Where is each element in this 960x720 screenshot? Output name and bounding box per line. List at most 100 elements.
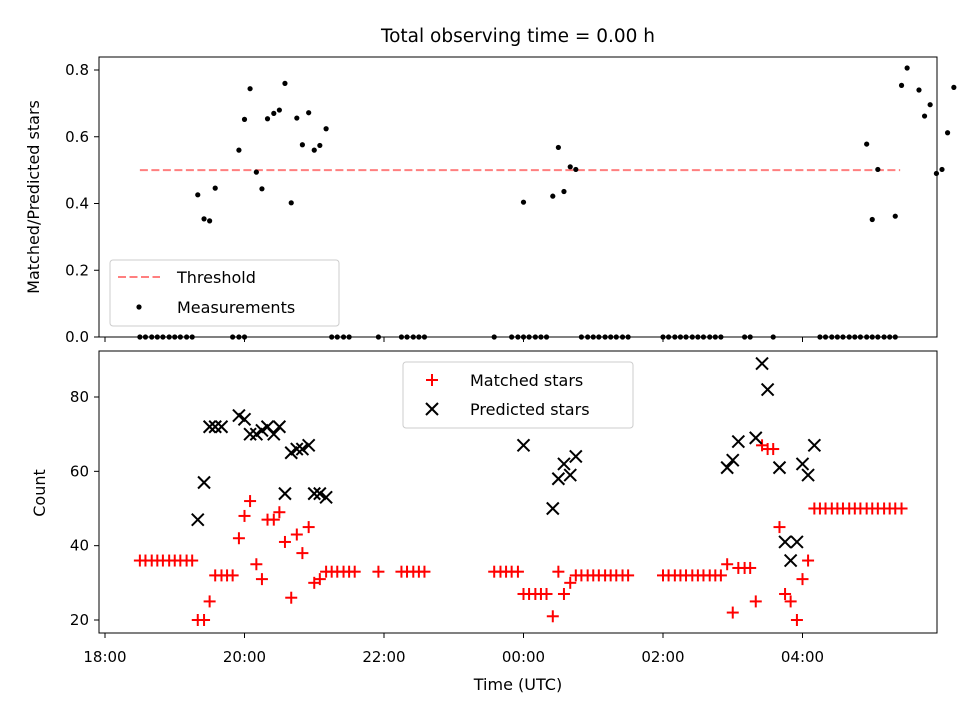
measurement-point <box>247 86 253 92</box>
top-y-axis-label: Matched/Predicted stars <box>24 100 43 294</box>
matched-star-point <box>296 547 309 560</box>
matched-star-point <box>749 595 762 608</box>
predicted-star-point <box>301 438 316 453</box>
x-axis-label: Time (UTC) <box>473 675 562 694</box>
measurement-point <box>869 216 875 223</box>
measurement-point <box>259 186 265 192</box>
predicted-star-point <box>214 420 229 434</box>
measurement-point <box>317 142 323 149</box>
matched-star-point <box>250 558 263 571</box>
predicted-star-point <box>557 457 571 471</box>
measurement-point <box>573 166 579 173</box>
measurement-point <box>916 87 922 93</box>
matched-star-point <box>348 565 361 578</box>
matched-star-point <box>790 614 803 626</box>
bottom-x-tick-label: 00:00 <box>502 648 545 666</box>
predicted-star-point <box>208 420 222 434</box>
matched-legend-swatch <box>426 374 438 386</box>
predicted-star-point <box>772 460 787 475</box>
matched-star-point <box>779 587 792 600</box>
bottom-legend: Matched stars Predicted stars <box>402 361 634 429</box>
measurement-point <box>195 192 201 198</box>
predicted-star-point <box>295 442 310 456</box>
measurements-legend-swatch <box>136 304 142 310</box>
matched-star-point <box>232 532 245 545</box>
measurement-point <box>282 80 288 86</box>
bottom-plot-area <box>133 356 908 626</box>
matched-star-point <box>255 573 268 586</box>
threshold-legend-label: Threshold <box>176 268 256 287</box>
predicted-star-point <box>563 468 577 482</box>
predicted-star-point <box>191 512 205 527</box>
top-y-tick-label: 0.0 <box>65 328 89 346</box>
matched-star-point <box>773 521 786 534</box>
top-y-ticks: 0.0 0.2 0.4 0.6 0.8 <box>65 61 99 346</box>
matched-star-point <box>267 513 280 526</box>
measurement-point <box>939 166 945 173</box>
matched-star-point <box>372 565 385 578</box>
measurement-point <box>927 102 933 108</box>
top-y-tick-label: 0.2 <box>65 261 89 279</box>
predicted-star-point <box>807 438 822 453</box>
predicted-star-point <box>313 486 327 501</box>
measurement-point <box>892 213 898 219</box>
bottom-x-tick-label: 20:00 <box>223 648 266 666</box>
measurement-point <box>288 200 294 206</box>
matched-star-point <box>784 595 797 608</box>
bottom-y-tick-label: 40 <box>70 537 89 555</box>
matched-star-point <box>198 614 211 626</box>
predicted-star-point <box>790 535 804 549</box>
predicted-star-point <box>237 412 252 427</box>
predicted-legend-swatch <box>425 402 439 416</box>
bottom-x-tick-label: 02:00 <box>641 648 684 666</box>
measurement-point <box>253 169 259 175</box>
predicted-star-point <box>749 431 763 445</box>
predicted-star-point <box>801 468 815 482</box>
predicted-star-point <box>272 420 287 434</box>
bottom-x-tick-label: 04:00 <box>781 648 824 666</box>
measurement-point <box>567 164 573 170</box>
predicted-star-point <box>569 449 583 464</box>
matched-star-point <box>714 569 727 582</box>
top-y-tick-label: 0.8 <box>65 61 89 79</box>
measurement-point <box>933 170 940 177</box>
measurement-point <box>864 141 870 147</box>
bottom-y-tick-label: 60 <box>70 462 89 480</box>
measurement-point <box>520 199 527 205</box>
top-plot-area <box>137 65 957 340</box>
measurement-point <box>299 142 305 148</box>
bottom-y-tick-label: 80 <box>70 388 89 406</box>
predicted-legend-label: Predicted stars <box>470 400 590 419</box>
matched-star-point <box>290 528 303 541</box>
predicted-star-point <box>795 457 810 471</box>
matched-star-point <box>802 554 815 567</box>
matched-star-point <box>278 535 291 548</box>
predicted-star-point <box>720 460 734 475</box>
matched-star-point <box>546 610 559 623</box>
predicted-star-point <box>319 490 333 505</box>
predicted-star-point <box>760 382 775 397</box>
measurement-point <box>951 84 957 90</box>
measurement-point <box>201 216 207 222</box>
top-legend: Threshold Measurements <box>109 259 340 327</box>
predicted-star-point <box>546 501 560 516</box>
measurement-point <box>550 193 556 199</box>
predicted-star-point <box>243 427 257 441</box>
measurement-point <box>904 65 910 71</box>
measurement-point <box>306 110 312 116</box>
predicted-star-point <box>202 420 217 434</box>
measurement-point <box>921 113 928 119</box>
predicted-star-point <box>307 486 321 501</box>
predicted-star-point <box>755 356 769 371</box>
matched-star-point <box>796 573 809 586</box>
measurement-point <box>898 82 905 88</box>
measurement-point <box>271 110 277 116</box>
predicted-star-point <box>267 427 281 441</box>
bottom-axes-frame <box>98 350 938 634</box>
measurement-point <box>875 166 881 173</box>
predicted-star-point <box>778 535 792 549</box>
predicted-star-point <box>783 553 798 568</box>
matched-star-point <box>226 569 239 582</box>
matched-star-point <box>744 561 757 574</box>
